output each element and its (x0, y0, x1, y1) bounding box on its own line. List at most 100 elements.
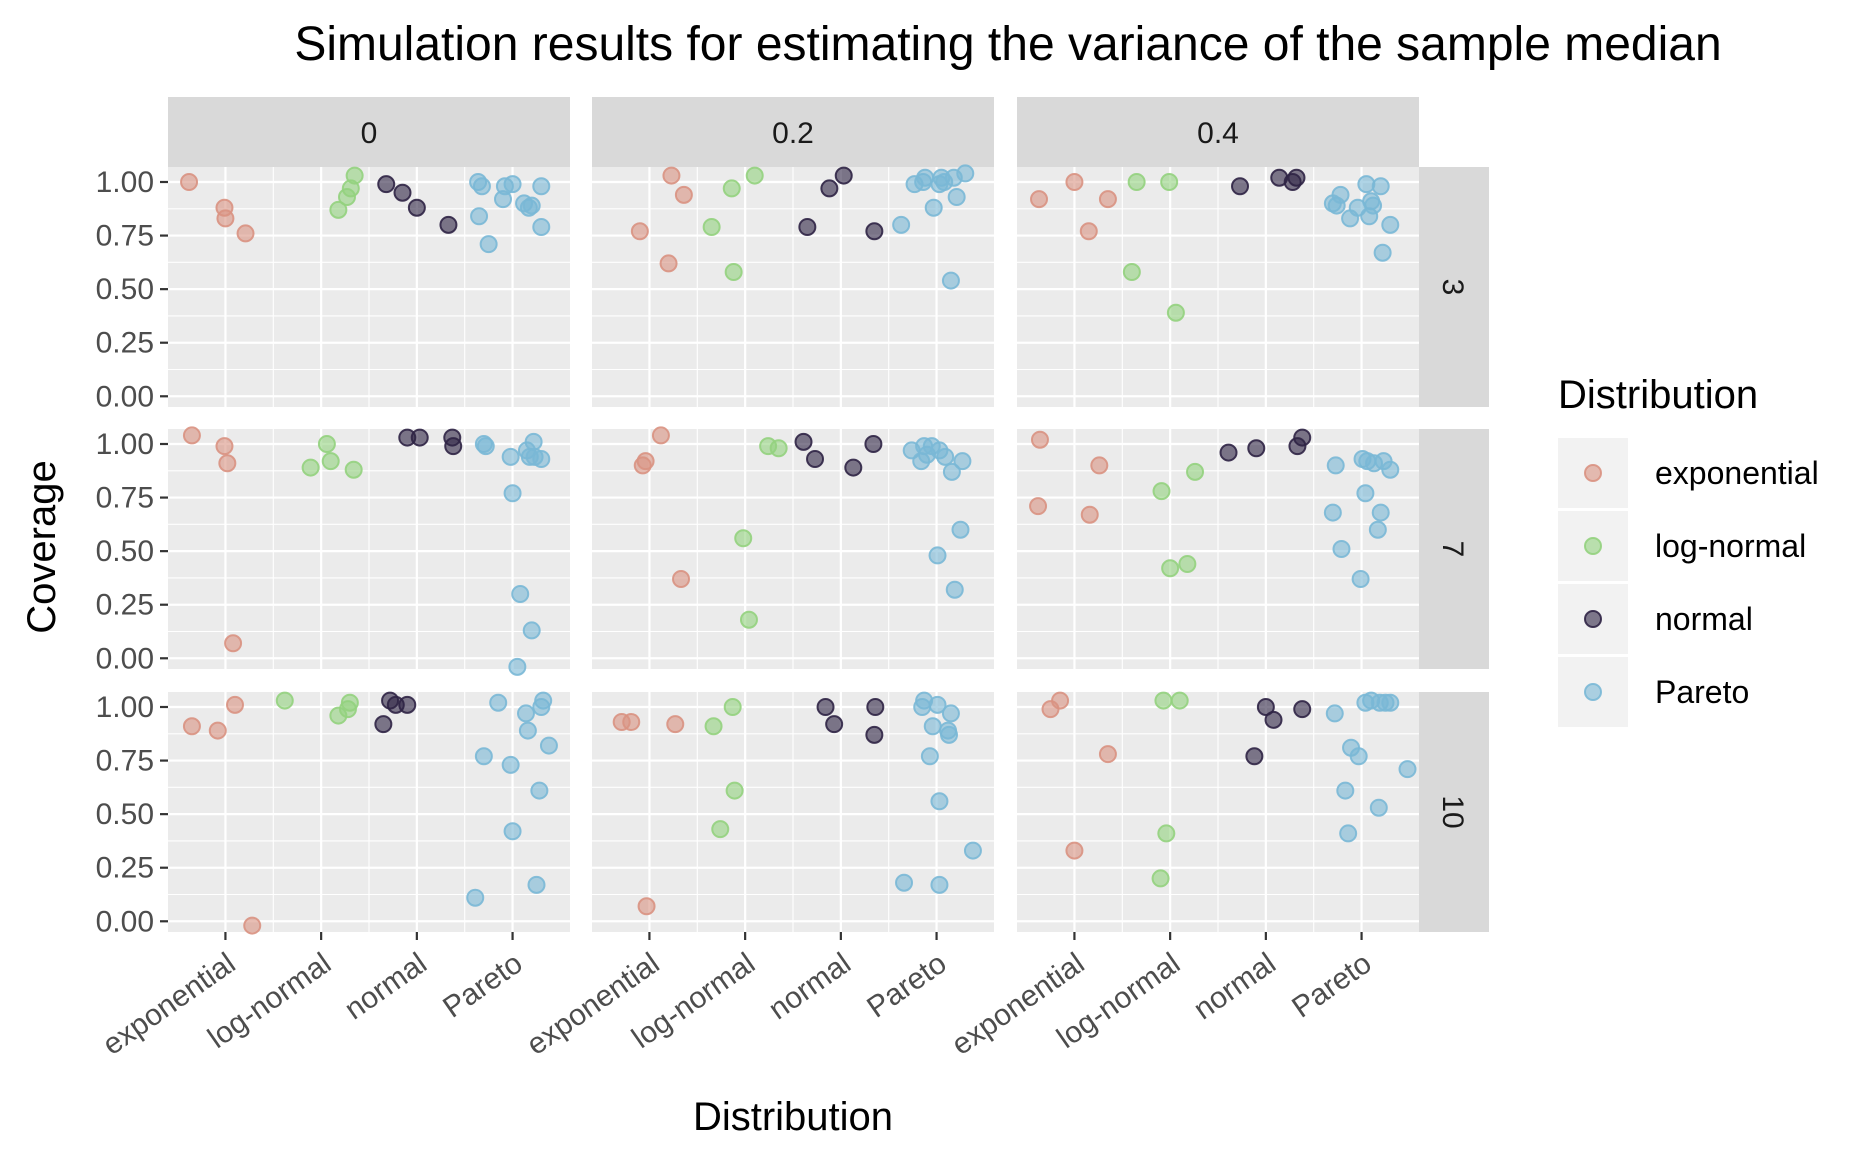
data-point-pareto (1336, 781, 1355, 800)
col-strip-label: 0.2 (772, 117, 814, 150)
y-tick-label: 0.25 (96, 327, 154, 360)
row-strip-3 (1419, 167, 1489, 407)
data-point-exponential (659, 254, 678, 273)
data-point-log-normal (734, 529, 753, 548)
x-tick-label: Pareto (861, 947, 952, 1025)
data-point-log-normal (329, 200, 348, 219)
data-point-normal (410, 428, 429, 447)
data-point-log-normal (1178, 555, 1197, 573)
data-point-log-normal (1127, 173, 1146, 191)
data-point-normal (794, 432, 813, 451)
data-point-normal (1219, 443, 1238, 462)
legend-item-log-normal: log-normal (1558, 511, 1806, 581)
legend-label: Pareto (1655, 674, 1749, 710)
data-point-log-normal (1160, 173, 1179, 191)
panel-0-7 (168, 429, 570, 669)
legend-label: normal (1655, 601, 1753, 637)
facet-panels: 0 0.2 0.4 3 7 10 (168, 97, 1489, 935)
data-point-normal (377, 175, 396, 194)
data-point-exponential (218, 454, 237, 473)
data-point-pareto (892, 215, 911, 234)
data-point-pareto (941, 704, 960, 723)
data-point-pareto (1368, 520, 1387, 539)
data-point-exponential (636, 452, 655, 471)
y-tick-label: 1.00 (96, 691, 154, 724)
x-tick-label: Pareto (1286, 947, 1377, 1025)
data-point-pareto (1381, 693, 1400, 712)
data-point-exponential (666, 715, 685, 734)
data-point-pareto (470, 207, 489, 226)
data-point-normal (806, 450, 825, 468)
data-point-normal (407, 198, 426, 217)
data-point-normal (1293, 428, 1312, 447)
data-point-exponential (637, 897, 656, 916)
data-point-pareto (503, 484, 522, 503)
data-point-exponential (182, 717, 201, 736)
data-point-pareto (1351, 570, 1370, 588)
y-tick-label: 0.25 (96, 852, 154, 885)
data-point-log-normal (722, 179, 741, 198)
legend-label: log-normal (1655, 528, 1806, 564)
col-strip-0.2 (592, 97, 994, 167)
data-point-normal (865, 222, 884, 241)
data-point-normal (825, 715, 844, 734)
legend: Distribution exponential log-normal normal… (1558, 373, 1819, 727)
data-point-log-normal (704, 717, 723, 736)
data-point-pareto (924, 198, 943, 217)
y-tick-label: 1.00 (96, 428, 154, 461)
points-0-3 (180, 166, 551, 254)
data-point-pareto (942, 462, 961, 481)
data-point-pareto (953, 452, 972, 471)
data-point-normal (1245, 747, 1264, 766)
data-point-pareto (503, 822, 522, 841)
data-point-log-normal (769, 439, 788, 458)
data-point-pareto (945, 580, 964, 599)
data-point-pareto (532, 177, 551, 196)
data-point-exponential (215, 437, 234, 456)
data-point-normal (393, 183, 412, 202)
data-point-log-normal (301, 458, 320, 477)
y-tick-label: 0.25 (96, 589, 154, 622)
data-point-log-normal (745, 166, 764, 185)
x-axis-title: Distribution (693, 1095, 893, 1139)
data-point-exponential (1079, 222, 1098, 241)
data-point-pareto (1323, 503, 1342, 522)
data-point-normal (374, 715, 393, 734)
data-point-exponential (1030, 190, 1049, 209)
x-tick-label: normal (339, 947, 433, 1027)
data-point-normal (1264, 710, 1283, 729)
data-point-normal (1231, 177, 1250, 196)
data-point-exponential (1029, 497, 1048, 516)
y-tick-label: 0.75 (96, 220, 154, 253)
data-point-log-normal (1170, 691, 1189, 710)
data-point-exponential (180, 173, 199, 191)
data-point-pareto (466, 888, 485, 907)
data-point-log-normal (1161, 559, 1180, 578)
data-point-normal (1247, 439, 1266, 458)
y-tick-label: 0.75 (96, 482, 154, 515)
data-point-pareto (524, 432, 543, 451)
data-point-pareto (516, 704, 535, 723)
data-point-normal (439, 215, 458, 234)
data-point-pareto (951, 520, 970, 539)
data-point-normal (864, 435, 883, 453)
data-point-normal (865, 725, 884, 744)
data-point-pareto (527, 875, 546, 894)
data-point-pareto (501, 447, 520, 466)
y-tick-label: 0.50 (96, 273, 154, 306)
data-point-pareto (940, 725, 959, 744)
data-point-normal (820, 179, 839, 198)
data-point-normal (1287, 168, 1306, 187)
y-tick-label: 0.50 (96, 798, 154, 831)
row-strip-7 (1419, 429, 1489, 669)
legend-item-normal: normal (1558, 584, 1753, 654)
data-point-exponential (216, 209, 235, 228)
y-tick-label: 0.00 (96, 642, 154, 675)
points-0.4-7 (1029, 428, 1400, 588)
data-point-log-normal (1122, 263, 1141, 281)
data-point-pareto (501, 755, 520, 774)
col-strip-0.4 (1017, 97, 1419, 167)
data-point-exponential (226, 695, 244, 714)
